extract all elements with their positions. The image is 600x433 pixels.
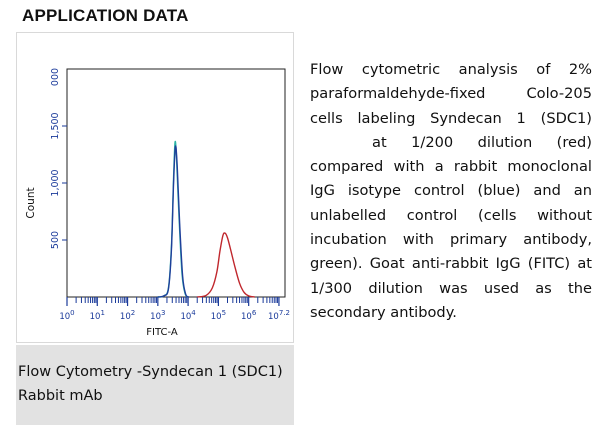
x-tick-label: 106 bbox=[241, 309, 257, 322]
description-part-1: Flow cytometric analysis of 2% paraforma… bbox=[310, 61, 592, 127]
x-tick-label: 101 bbox=[90, 309, 105, 322]
x-tick-label: 103 bbox=[150, 309, 165, 322]
y-axis-label: Count bbox=[25, 187, 37, 218]
y-tick-label: 000 bbox=[50, 68, 61, 86]
chart-canvas: 500 1,000 1,500 000 Count 100 101 102 103 104 105 1… bbox=[25, 68, 290, 338]
x-tick-label: 107.2 bbox=[268, 309, 290, 322]
x-axis-label: FITC-A bbox=[146, 327, 178, 338]
plot-area bbox=[66, 68, 286, 298]
series-line-blue bbox=[157, 145, 190, 298]
description-part-2: at 1/200 dilution (red) compared with a … bbox=[310, 133, 592, 321]
flow-cytometry-chart: 500 1,000 1,500 000 Count 100 101 102 103 104 105 1… bbox=[16, 32, 294, 343]
figure-caption: Flow Cytometry -Syndecan 1 (SDC1) Rabbit… bbox=[16, 345, 294, 425]
series-line-red bbox=[197, 232, 255, 298]
page-title: APPLICATION DATA bbox=[22, 6, 189, 25]
caption-title: Flow Cytometry -Syndecan 1 (SDC1) bbox=[18, 364, 283, 380]
x-tick-label: 102 bbox=[120, 309, 135, 322]
y-tick-label: 1,000 bbox=[50, 169, 61, 196]
caption-subtitle: Rabbit mAb bbox=[18, 388, 103, 404]
x-tick-label: 104 bbox=[180, 309, 196, 322]
y-tick-label: 500 bbox=[50, 231, 61, 249]
y-tick-label: 1,500 bbox=[50, 112, 61, 139]
description-text: Flow cytometric analysis of 2% paraforma… bbox=[310, 58, 592, 325]
x-tick-label: 105 bbox=[211, 309, 226, 322]
x-tick-label: 100 bbox=[59, 309, 74, 322]
